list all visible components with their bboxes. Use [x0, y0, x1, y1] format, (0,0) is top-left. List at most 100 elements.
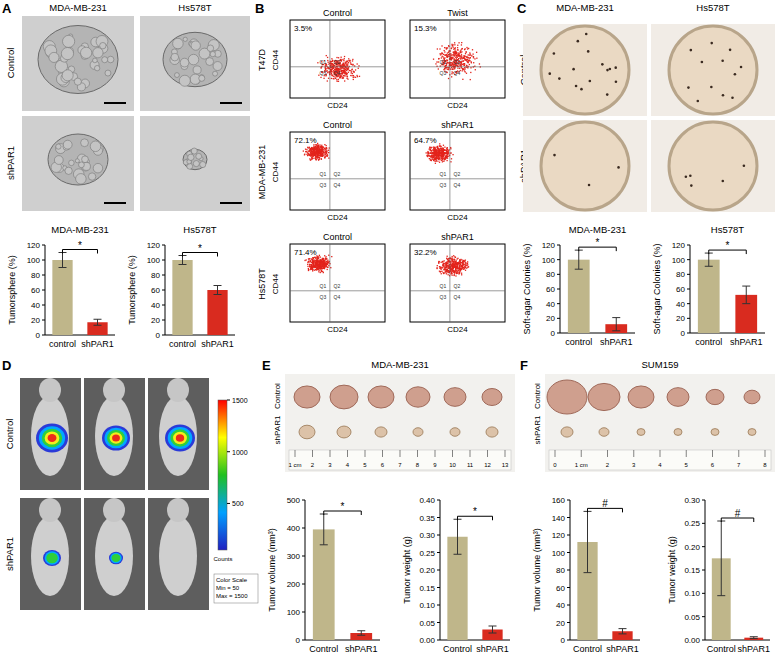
cell-dot [343, 63, 344, 64]
y-tick-label: 40 [31, 301, 40, 310]
cell-dot [319, 151, 320, 152]
cell-dot [309, 150, 310, 151]
cell-dot [441, 45, 442, 46]
cell-dot [328, 68, 329, 69]
cell [173, 38, 184, 49]
cell-dot [451, 58, 452, 59]
cell-dot [470, 67, 471, 68]
cell-dot [325, 148, 326, 149]
cell-dot [437, 154, 438, 155]
cell-dot [316, 152, 317, 153]
cell-dot [462, 79, 463, 80]
cell-dot [317, 154, 318, 155]
y-tick [162, 335, 165, 336]
cell-dot [446, 72, 447, 73]
cell-dot [443, 161, 444, 162]
cell-dot [314, 150, 315, 151]
cell-dot [318, 152, 319, 153]
cell-dot [453, 52, 454, 53]
cell-dot [327, 259, 328, 260]
column-label: MDA-MB-231 [49, 2, 107, 13]
cell-dot [451, 54, 452, 55]
cell-dot [317, 146, 318, 147]
cell [90, 141, 101, 152]
cell-dot [457, 49, 458, 50]
y-tick [42, 275, 45, 276]
cell-dot [438, 150, 439, 151]
cell-dot [446, 48, 447, 49]
cell-dot [439, 158, 440, 159]
cell-dot [426, 152, 427, 153]
cell-dot [321, 152, 322, 153]
quadrant-line [290, 178, 385, 179]
cell-dot [431, 159, 432, 160]
cell-dot [321, 154, 322, 155]
cell-dot [439, 153, 440, 154]
cell-dot [333, 78, 334, 79]
cell-dot [319, 151, 320, 152]
cell-dot [442, 154, 443, 155]
quadrant-label: Q3 [440, 70, 447, 76]
cell-dot [324, 148, 325, 149]
cell-dot [311, 151, 312, 152]
cell-dot [326, 147, 327, 148]
y-tick [162, 320, 165, 321]
cell-dot [464, 67, 465, 68]
cell-dot [318, 265, 319, 266]
cell-dot [316, 149, 317, 150]
cell-dot [445, 157, 446, 158]
cell-dot [317, 260, 318, 261]
cell-dot [314, 260, 315, 261]
cell-dot [343, 71, 344, 72]
cell [210, 51, 215, 56]
cell [175, 73, 180, 78]
cell-dot [320, 151, 321, 152]
cell-dot [318, 146, 319, 147]
cell-dot [444, 147, 445, 148]
cell-dot [451, 67, 452, 68]
cell-dot [317, 257, 318, 258]
cell-dot [447, 153, 448, 154]
cell-dot [328, 262, 329, 263]
y-tick [162, 305, 165, 306]
cell-dot [436, 156, 437, 157]
dot-cloud [433, 42, 481, 80]
quadrant-label: Q2 [334, 59, 341, 65]
cell-dot [442, 56, 443, 57]
cell-dot [327, 261, 328, 262]
cell-dot [323, 152, 324, 153]
significance-mark: * [78, 240, 82, 251]
cell [80, 47, 91, 58]
cell-dot [465, 53, 466, 54]
cell-dot [343, 60, 344, 61]
cell [199, 75, 205, 81]
cell-dot [343, 63, 344, 64]
cell-dot [310, 264, 311, 265]
panel-letter: F [520, 358, 528, 373]
photo [140, 16, 250, 111]
cell-dot [327, 57, 328, 58]
axis-label: CD44 [271, 49, 280, 70]
cell-dot [433, 155, 434, 156]
cell-dot [323, 260, 324, 261]
cell-dot [310, 152, 311, 153]
cell-dot [344, 58, 345, 59]
cell-dot [470, 55, 471, 56]
cell-dot [309, 155, 310, 156]
cell-dot [331, 78, 332, 79]
cell-dot [433, 155, 434, 156]
cell-dot [443, 153, 444, 154]
cell-dot [431, 150, 432, 151]
cell-dot [441, 154, 442, 155]
cell-dot [324, 264, 325, 265]
cell-dot [464, 63, 465, 64]
cell-dot [325, 152, 326, 153]
cell-dot [320, 263, 321, 264]
cell-dot [315, 156, 316, 157]
cell-dot [440, 146, 441, 147]
y-tick-label: 120 [27, 241, 41, 250]
cell-dot [317, 62, 318, 63]
cell-dot [447, 56, 448, 57]
cell-dot [435, 163, 436, 164]
cell-dot [446, 59, 447, 60]
